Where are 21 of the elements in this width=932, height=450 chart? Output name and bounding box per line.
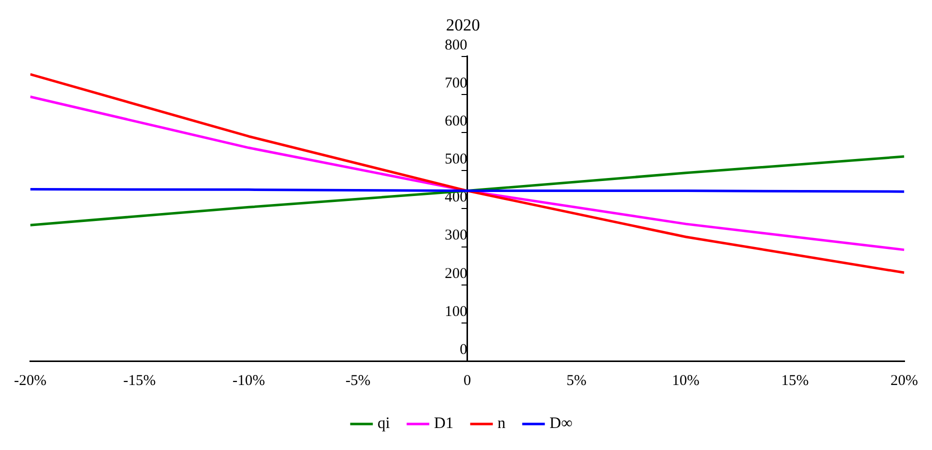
x-tick-label: -5% [346,372,370,389]
y-tick-label: 700 [444,75,468,92]
legend-label: n [498,415,506,432]
x-tick-label: 15% [781,372,809,389]
x-tick-label: 20% [890,372,918,389]
chart-title: 2020 [446,16,480,35]
y-tick-label: 600 [444,113,468,130]
y-tick-label: 800 [444,37,468,54]
x-tick-label: -15% [123,372,156,389]
legend-label: D∞ [550,415,572,432]
x-tick-label: 5% [566,372,586,389]
legend-label: D1 [434,415,454,432]
y-tick-label: 0 [460,342,468,358]
x-tick-label: -10% [232,372,265,389]
y-tick-label: 100 [444,304,468,320]
x-tick-label: 10% [672,372,700,389]
x-tick-label: -20% [14,372,46,389]
y-tick-label: 200 [444,266,468,282]
y-tick-label: 300 [444,228,468,244]
y-tick-label: 500 [444,152,468,168]
legend-label: qi [378,415,391,432]
